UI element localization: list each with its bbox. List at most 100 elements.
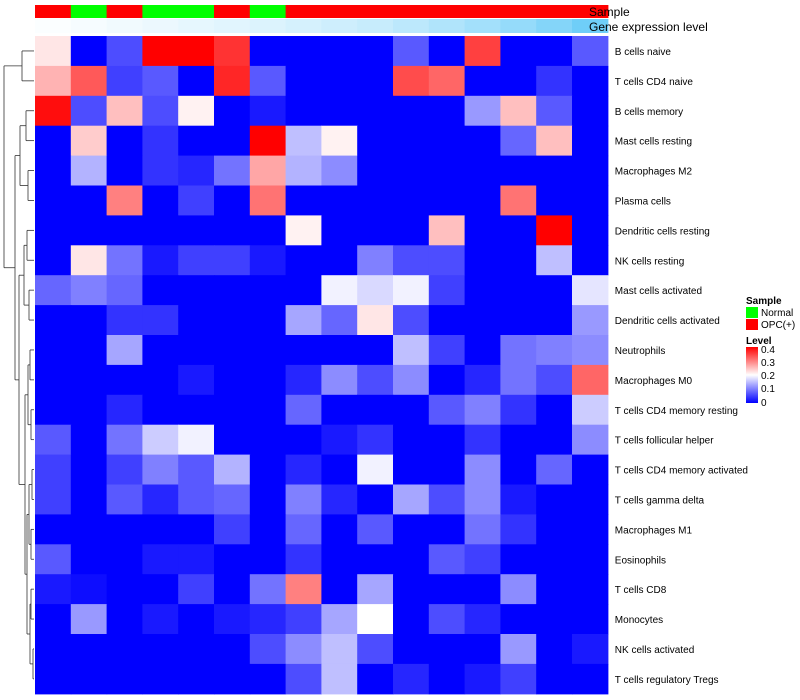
heatmap-cell <box>70 95 108 127</box>
heatmap-cell <box>214 514 251 545</box>
heatmap-cell <box>142 394 179 426</box>
heatmap-cell <box>285 245 322 276</box>
heatmap-cell <box>536 36 573 67</box>
heatmap-cell <box>285 335 322 366</box>
annotation-label-sample: Sample <box>589 5 630 19</box>
heatmap-cell <box>285 65 322 97</box>
heatmap-cell <box>70 574 108 605</box>
expression-annotation-cell <box>536 19 573 33</box>
row-label: Plasma cells <box>615 196 671 207</box>
heatmap-cell <box>249 424 287 456</box>
heatmap-cell <box>214 36 251 67</box>
heatmap-cell <box>536 95 573 127</box>
heatmap-cell <box>178 125 215 157</box>
heatmap-cell <box>500 454 537 486</box>
heatmap-cell <box>178 394 215 426</box>
heatmap-cell <box>536 65 573 97</box>
heatmap-cell <box>106 424 143 456</box>
heatmap-cell <box>70 424 108 456</box>
heatmap-cell <box>500 95 537 127</box>
heatmap-cell <box>285 185 322 216</box>
heatmap-cell <box>464 394 501 426</box>
heatmap-cell <box>393 604 430 635</box>
heatmap-cell <box>178 215 215 246</box>
heatmap-cell <box>178 454 215 486</box>
heatmap-cell <box>142 335 179 366</box>
heatmap-cell <box>393 514 430 545</box>
heatmap-cell <box>536 155 573 187</box>
row-label: Monocytes <box>615 615 663 626</box>
heatmap-cell <box>536 185 573 216</box>
heatmap-cell <box>285 574 322 605</box>
heatmap-cell <box>142 65 179 97</box>
heatmap-cell <box>357 305 394 336</box>
column-annotations <box>35 5 609 33</box>
heatmap-cell <box>464 424 501 456</box>
row-label: NK cells activated <box>615 645 694 656</box>
heatmap-cell <box>572 394 609 426</box>
heatmap-cell <box>393 65 430 97</box>
heatmap-cell <box>178 634 215 665</box>
annotation-label-expression: Gene expression level <box>589 20 708 34</box>
heatmap-cell <box>500 275 537 306</box>
heatmap-cell <box>35 125 72 157</box>
expression-annotation-cell <box>249 19 287 33</box>
heatmap-cell <box>357 364 394 396</box>
heatmap-cell <box>357 215 394 246</box>
heatmap-cell <box>321 574 358 605</box>
heatmap-cell <box>214 125 251 157</box>
heatmap-cell <box>35 424 72 456</box>
heatmap-cell <box>572 574 609 605</box>
heatmap-cell <box>428 634 466 665</box>
heatmap-cell <box>572 663 609 695</box>
heatmap-cell <box>249 215 287 246</box>
legend-label-normal: Normal <box>761 308 793 319</box>
heatmap-cell <box>70 125 108 157</box>
heatmap-cell <box>178 275 215 306</box>
heatmap-cell <box>464 634 501 665</box>
heatmap-cell <box>500 185 537 216</box>
heatmap-cell <box>428 424 466 456</box>
heatmap-cell <box>536 424 573 456</box>
row-label: T cells CD8 <box>615 585 667 596</box>
heatmap-cell <box>536 574 573 605</box>
heatmap-cell <box>536 245 573 276</box>
heatmap-cell <box>321 454 358 486</box>
heatmap-cell <box>393 36 430 67</box>
heatmap-cell <box>142 484 179 515</box>
heatmap-cell <box>428 215 466 246</box>
heatmap-cell <box>500 544 537 575</box>
heatmap-cell <box>285 155 322 187</box>
row-label: Mast cells resting <box>615 137 692 148</box>
heatmap-cell <box>464 364 501 396</box>
row-label: Dendritic cells activated <box>615 316 720 327</box>
heatmap-cell <box>70 245 108 276</box>
heatmap-cell <box>70 454 108 486</box>
heatmap-cell <box>35 305 72 336</box>
heatmap-cell <box>500 335 537 366</box>
heatmap-cell <box>464 36 501 67</box>
heatmap-cell <box>500 394 537 426</box>
heatmap-cell <box>214 65 251 97</box>
heatmap-cell <box>142 424 179 456</box>
heatmap-cell <box>428 394 466 426</box>
heatmap-cell <box>142 454 179 486</box>
heatmap-cell <box>70 663 108 695</box>
heatmap-cell <box>70 364 108 396</box>
heatmap-cell <box>285 663 322 695</box>
heatmap-cell <box>285 424 322 456</box>
heatmap-cell <box>572 335 609 366</box>
heatmap-cell <box>70 544 108 575</box>
heatmap-cell <box>536 454 573 486</box>
heatmap-cell <box>536 364 573 396</box>
heatmap-cell <box>249 275 287 306</box>
heatmap-cell <box>106 514 143 545</box>
heatmap-cell <box>178 305 215 336</box>
heatmap-cell <box>428 663 466 695</box>
heatmap-cell <box>142 604 179 635</box>
heatmap-cell <box>572 36 609 67</box>
legend-level-tick: 0.4 <box>761 345 775 356</box>
heatmap-cell <box>321 36 358 67</box>
sample-annotation-cell <box>572 5 609 18</box>
